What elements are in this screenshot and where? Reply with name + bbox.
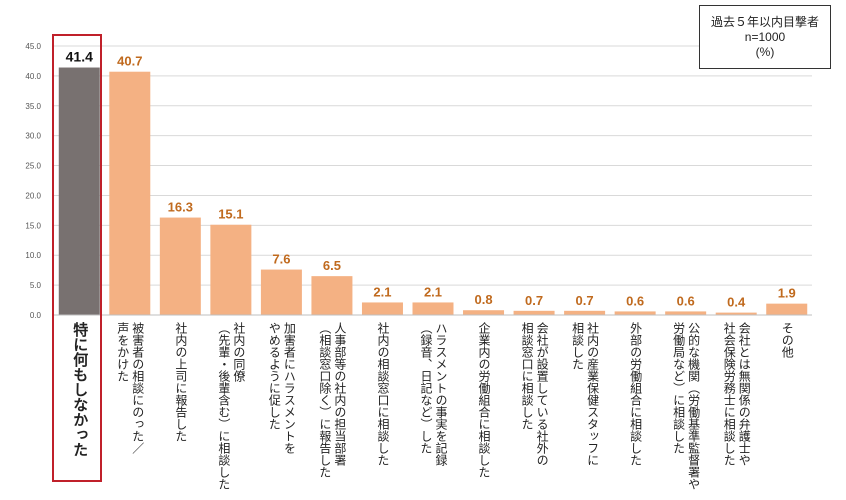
x-category-label: 社内の上司に報告した [173,322,188,442]
x-category-label: 企業内の労働組合に相談した [476,322,491,478]
bar [361,302,403,315]
x-category-label-line: （録音、日記など）した [419,322,433,454]
x-category-label-line: 社内の同僚 [231,322,246,382]
bar-value-label: 41.4 [66,49,93,65]
bar-value-label: 0.7 [525,293,543,308]
x-category-label-line: ハラスメントの事実を記録 [434,322,448,466]
bar [766,303,808,315]
bar-value-label: 16.3 [168,200,193,215]
x-category-label-line: （相談窓口除く）に報告した [317,322,332,478]
bar-value-label: 0.6 [626,293,644,308]
bar [564,310,606,315]
y-tick-label: 25.0 [25,162,41,171]
x-category-label-line: 加害者にハラスメントを [282,322,297,454]
x-category-label-line: 人事部等の社内の担当部署 [332,322,347,466]
x-category-label-line: 社内の産業保健スタッフに [585,322,600,466]
x-category-label-line: 被害者の相談にのった／ [130,322,145,454]
y-tick-label: 30.0 [25,132,41,141]
legend-box: 過去５年以内目撃者 n=1000 (%) [699,5,831,69]
bar-highlighted [58,67,100,316]
bar-value-label: 0.7 [576,293,594,308]
x-category-label-line: 相談した [570,322,585,370]
x-category-label-line: その他 [780,322,795,358]
x-category-label: 特に何もしなかった [71,322,89,457]
bar [210,224,252,315]
x-category-label-line: 企業内の労働組合に相談した [477,322,492,478]
x-category-label: 会社が設置している社外の 相談窓口に相談した [519,322,549,466]
x-category-label-line: 特に何もしなかった [71,322,89,457]
x-category-label: ハラスメントの事実を記録 （録音、日記など）した [418,322,448,466]
bar [412,302,454,315]
bar-value-label: 2.1 [373,284,391,299]
x-category-label: 人事部等の社内の担当部署 （相談窓口除く）に報告した [317,322,347,478]
bar-value-label: 0.4 [727,295,746,310]
legend-sample-size: n=1000 [744,30,786,44]
x-category-label: 社内の同僚 （先輩・後輩含む）に相談した [216,322,246,490]
bar-value-label: 2.1 [424,284,442,299]
x-category-label: 外部の労働組合に相談した [628,322,643,466]
x-category-label-line: 社内の上司に報告した [173,322,188,442]
y-tick-label: 20.0 [25,191,41,200]
x-category-label: 公的な機関（労働基準監督署や 労働局など）に相談した [671,322,701,490]
bar-value-label: 0.8 [474,292,492,307]
x-category-label-line: 会社とは無関係の弁護士や [737,322,752,466]
bar [665,311,707,315]
x-category-label-line: 労働局など）に相談した [671,322,686,454]
bar [260,269,302,315]
x-category-label: 会社とは無関係の弁護士や 社会保険労務士に相談した [721,322,751,466]
x-category-label-line: 公的な機関（労働基準監督署や [686,322,701,490]
bar [159,217,201,315]
bar-value-label: 7.6 [272,252,290,267]
y-tick-label: 5.0 [30,281,42,290]
x-category-label-line: 社会保険労務士に相談した [722,322,737,466]
bar-value-label: 15.1 [218,207,243,222]
x-category-label-line: 相談窓口に相談した [520,322,535,430]
x-category-label-line: 声をかけた [115,322,130,382]
y-tick-label: 15.0 [25,221,41,230]
legend-sample-title: 過去５年以内目撃者 [710,15,819,29]
y-tick-label: 10.0 [25,251,41,260]
bar [109,71,151,316]
bar-value-label: 1.9 [778,286,796,301]
bar [715,312,757,315]
x-category-label: 社内の産業保健スタッフに 相談した [570,322,600,466]
highlight-frame [52,34,102,482]
x-category-label: 加害者にハラスメントを やめるように促した [266,322,296,454]
x-category-label-line: 社内の相談窓口に相談した [375,322,390,466]
x-category-label: 社内の相談窓口に相談した [375,322,390,466]
y-tick-label: 40.0 [25,72,41,81]
x-category-label: その他 [779,322,794,358]
y-tick-label: 35.0 [25,102,41,111]
bar-value-label: 0.6 [677,293,695,308]
bar [463,310,505,315]
bar [311,276,353,315]
bar [614,311,656,315]
x-category-label: 被害者の相談にのった／ 声をかけた [115,322,145,454]
bar-value-label: 40.7 [117,54,142,69]
bar-value-label: 6.5 [323,258,341,273]
y-tick-label: 0.0 [30,311,42,320]
x-category-label-line: 外部の労働組合に相談した [628,322,643,466]
x-category-label-line: 会社が設置している社外の [535,322,550,466]
x-category-label-line: （先輩・後輩含む）に相談した [216,322,231,490]
bar [513,310,555,315]
y-tick-label: 45.0 [25,42,41,51]
x-category-label-line: やめるように促した [267,322,282,430]
legend-unit: (%) [755,45,775,59]
